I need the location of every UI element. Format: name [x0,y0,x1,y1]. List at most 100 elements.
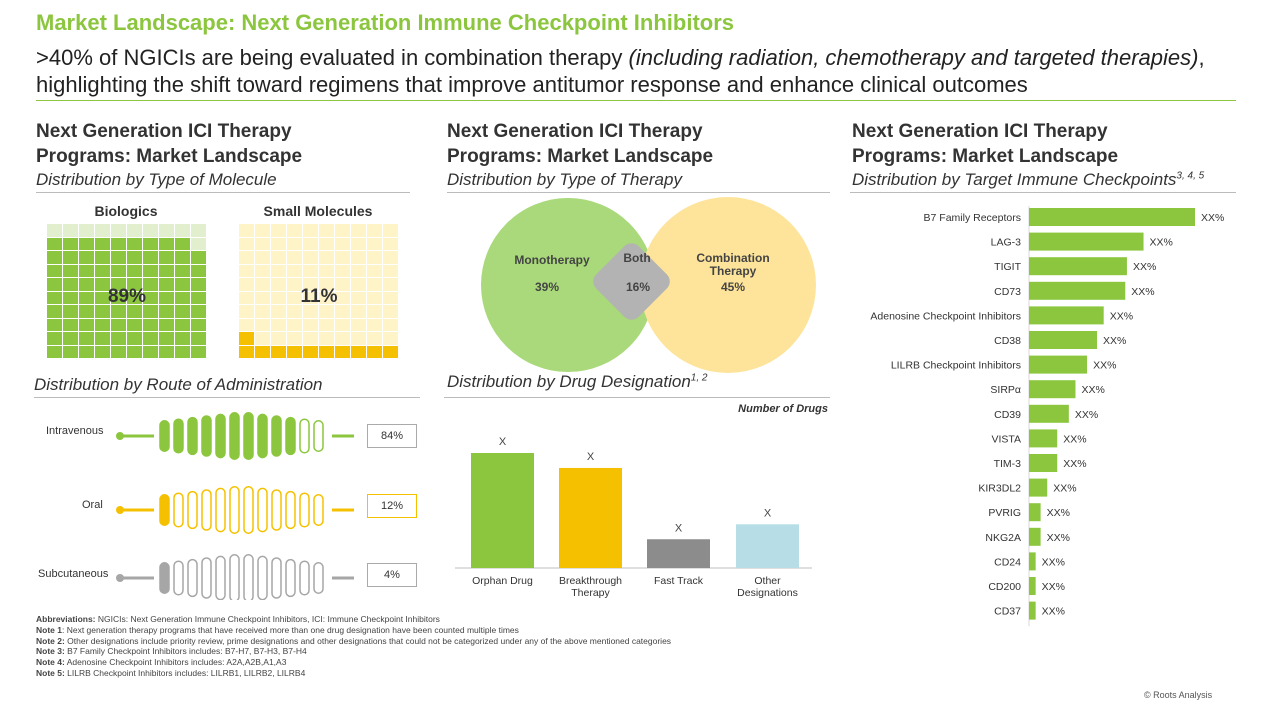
checkpoints-value-label: XX% [1201,212,1224,224]
waffle-cell-small-molecules [255,224,270,237]
waffle-cell-biologics [143,318,158,331]
waffle-cell-small-molecules [383,237,398,250]
waffle-cell-biologics [79,332,94,345]
page-subtitle: >40% of NGICIs are being evaluated in co… [36,44,1246,98]
waffle-cell-biologics [127,264,142,277]
checkpoints-bar [1029,281,1126,300]
molecule-panel-rule [36,192,410,193]
waffle-cell-biologics [95,224,110,237]
waffle-cell-biologics [175,345,190,358]
designation-category-label: Breakthrough [559,575,622,587]
waffle-cell-biologics [95,332,110,345]
waffle-cell-biologics [175,237,190,250]
waffle-cell-biologics [95,264,110,277]
waffle-cell-biologics [111,237,126,250]
route-stalk-dot [116,574,124,582]
waffle-cell-small-molecules [287,264,302,277]
waffle-cell-small-molecules [239,332,254,345]
waffle-cell-small-molecules [367,278,382,291]
waffle-cell-biologics [159,305,174,318]
waffle-cell-small-molecules [239,251,254,264]
footnote-note2: Note 2: Other designations include prior… [36,635,672,646]
waffle-pct-small-molecules: 11% [300,286,338,307]
waffle-cell-biologics [63,345,78,358]
route-pill [215,555,226,600]
waffle-cell-small-molecules [383,224,398,237]
waffle-cell-biologics [79,224,94,237]
waffle-cell-biologics [111,345,126,358]
waffle-small-molecules [239,224,399,359]
waffle-cell-small-molecules [351,332,366,345]
checkpoints-category-label: Adenosine Checkpoint Inhibitors [870,310,1021,322]
venn-both-diamond [593,243,670,320]
waffle-cell-biologics [143,278,158,291]
waffle-cell-small-molecules [335,251,350,264]
waffle-cell-small-molecules [367,264,382,277]
waffle-cell-biologics [143,305,158,318]
footnote-note5: Note 5: LILRB Checkpoint Inhibitors incl… [36,667,306,678]
route-pill [257,555,268,600]
route-pill [313,562,324,594]
waffle-cell-small-molecules [271,291,286,304]
route-pill [187,416,198,456]
checkpoints-value-label: XX% [1042,606,1065,618]
waffle-cell-small-molecules [383,345,398,358]
waffle-cell-small-molecules [367,345,382,358]
waffle-cell-biologics [79,318,94,331]
designation-panel-subtitle: Distribution by Drug Designation1, 2 [447,372,707,392]
waffle-cell-biologics [111,264,126,277]
checkpoints-subtitle-text: Distribution by Target Immune Checkpoint… [852,170,1177,189]
copyright: © Roots Analysis [1144,690,1213,700]
route-pill [257,413,268,459]
designation-value-label: X [499,436,507,448]
waffle-cell-small-molecules [303,278,318,291]
designation-value-label: X [587,451,595,463]
waffle-cell-small-molecules [255,318,270,331]
route-panel-subtitle: Distribution by Route of Administration [34,375,323,394]
waffle-cell-small-molecules [319,264,334,277]
waffle-cell-small-molecules [319,291,334,304]
waffle-cell-biologics [143,237,158,250]
subtitle-part2: , highlighting the shift toward regimens… [36,45,1205,97]
designation-panel-rule [444,397,830,398]
checkpoints-chart: B7 Family Receptors XX% LAG-3 XX% TIGIT XX% CD… [870,206,1224,627]
route-pill [285,490,296,530]
waffle-cell-biologics [159,224,174,237]
checkpoints-value-label: XX% [1042,556,1065,568]
checkpoints-category-label: KIR3DL2 [978,483,1021,495]
designation-category-label: Therapy [571,587,610,599]
designation-bar [647,539,710,568]
checkpoints-bar [1029,527,1041,546]
route-pill [159,562,170,594]
waffle-cell-biologics [47,224,62,237]
venn-pct-combination: 45% [720,280,746,294]
checkpoints-bar [1029,257,1127,276]
waffle-cell-small-molecules [335,318,350,331]
waffle-cell-small-molecules [335,224,350,237]
waffle-cell-small-molecules [239,291,254,304]
checkpoints-bar [1029,232,1144,251]
waffle-cell-biologics [127,345,142,358]
waffle-cell-small-molecules [335,345,350,358]
waffle-cell-biologics [127,332,142,345]
waffle-cell-biologics [143,251,158,264]
waffle-cell-small-molecules [351,318,366,331]
checkpoints-value-label: XX% [1047,507,1070,519]
checkpoints-bar [1029,331,1098,349]
waffle-cell-small-molecules [335,278,350,291]
waffle-cell-biologics [143,264,158,277]
checkpoints-category-label: PVRIG [988,507,1021,519]
checkpoints-category-label: TIGIT [994,261,1021,273]
waffle-cell-small-molecules [383,318,398,331]
designation-unit-label: Number of Drugs [738,403,828,415]
checkpoints-category-label: CD200 [988,581,1021,593]
waffle-cell-biologics [63,278,78,291]
waffle-cell-small-molecules [335,291,350,304]
waffle-cell-biologics [47,345,62,358]
waffle-cell-biologics [175,305,190,318]
waffle-cell-biologics [159,332,174,345]
molecule-title-line2: Programs: Market Landscape [36,146,303,167]
route-pill [243,554,254,600]
route-value-subcutaneous: 4% [367,563,417,587]
route-pill [313,420,324,452]
